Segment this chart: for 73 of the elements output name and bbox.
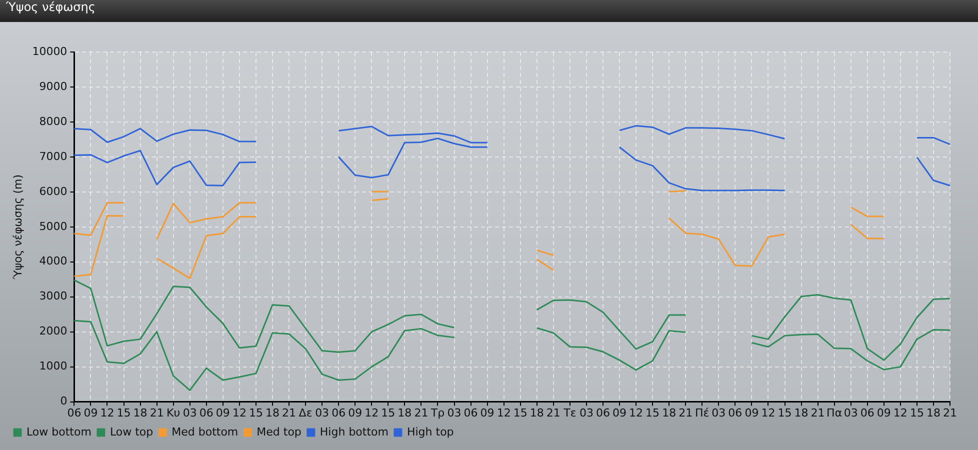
y-tick-label: 0 bbox=[60, 394, 68, 408]
x-tick-label: 15 bbox=[910, 406, 924, 420]
x-tick-label: 21 bbox=[943, 406, 957, 420]
x-tick-label: 18 bbox=[794, 406, 808, 420]
x-tick-label: 09 bbox=[876, 406, 891, 420]
x-tick-label: 21 bbox=[150, 406, 164, 420]
legend-label: Med top bbox=[256, 425, 302, 438]
x-tick-label: 18 bbox=[926, 406, 940, 420]
x-tick-label: 09 bbox=[744, 406, 759, 420]
x-tick-label: 18 bbox=[265, 406, 280, 420]
x-tick-label: 03 bbox=[447, 406, 462, 420]
x-tick-label: 09 bbox=[216, 406, 230, 420]
legend-label: High top bbox=[406, 425, 454, 438]
x-tick-label: 15 bbox=[778, 406, 792, 420]
x-tick-label: 18 bbox=[662, 406, 676, 420]
y-tick-label: 8000 bbox=[39, 114, 68, 128]
x-tick-label: 21 bbox=[678, 406, 693, 420]
x-tick-label: Τε bbox=[562, 406, 576, 420]
legend-label: High bottom bbox=[320, 425, 388, 438]
x-tick-label: 06 bbox=[728, 406, 742, 420]
x-tick-label: 21 bbox=[546, 406, 560, 420]
x-tick-label: 15 bbox=[116, 406, 131, 420]
y-axis-title: Ύψος νέφωσης (m) bbox=[11, 174, 24, 280]
y-tick-label: 6000 bbox=[39, 184, 68, 198]
y-tick-label: 10000 bbox=[32, 44, 68, 58]
x-tick-label: 15 bbox=[646, 406, 660, 420]
x-tick-label: 15 bbox=[513, 406, 528, 420]
x-tick-label: 03 bbox=[315, 406, 330, 420]
x-tick-label: 09 bbox=[348, 406, 362, 420]
x-tick-label: 06 bbox=[199, 406, 214, 420]
x-tick-label: 09 bbox=[480, 406, 494, 420]
x-tick-label: 18 bbox=[133, 406, 148, 420]
x-tick-label: 06 bbox=[67, 406, 82, 420]
y-tick-label: 1000 bbox=[39, 360, 68, 373]
x-tick-label: Δε bbox=[298, 406, 312, 420]
x-tick-label: 21 bbox=[414, 406, 428, 420]
x-tick-label: 12 bbox=[496, 406, 511, 420]
y-tick-label: 9000 bbox=[39, 80, 68, 93]
y-tick-label: 5000 bbox=[39, 220, 68, 233]
x-tick-label: 06 bbox=[860, 406, 874, 420]
x-tick-label: 06 bbox=[464, 406, 478, 420]
x-tick-label: 03 bbox=[182, 406, 197, 420]
x-tick-label: 03 bbox=[844, 406, 858, 420]
x-tick-label: Πέ bbox=[695, 406, 710, 420]
x-tick-label: 03 bbox=[712, 406, 726, 420]
x-tick-label: Πα bbox=[826, 406, 842, 420]
x-tick-label: 06 bbox=[596, 406, 610, 420]
x-tick-label: 15 bbox=[248, 406, 263, 420]
x-tick-label: Τρ bbox=[430, 406, 445, 420]
x-tick-label: 15 bbox=[381, 406, 396, 420]
x-tick-label: Κυ bbox=[166, 406, 180, 420]
legend-label: Low top bbox=[110, 425, 154, 438]
x-tick-label: 21 bbox=[282, 406, 296, 420]
x-tick-label: 09 bbox=[612, 406, 627, 420]
y-tick-label: 2000 bbox=[39, 324, 68, 338]
legend-label: Low bottom bbox=[26, 425, 92, 438]
x-tick-label: 12 bbox=[232, 406, 246, 420]
y-tick-label: 3000 bbox=[39, 290, 68, 303]
x-tick-label: 21 bbox=[810, 406, 825, 420]
legend-label: Med bottom bbox=[172, 425, 238, 438]
x-tick-label: 03 bbox=[579, 406, 594, 420]
x-tick-label: 12 bbox=[893, 406, 908, 420]
chart-title: Ύψος νέφωσης bbox=[0, 0, 978, 22]
x-tick-label: 12 bbox=[364, 406, 379, 420]
y-tick-label: 7000 bbox=[39, 150, 68, 163]
x-tick-label: 18 bbox=[530, 406, 544, 420]
x-tick-label: 18 bbox=[398, 406, 412, 420]
x-tick-label: 12 bbox=[100, 406, 114, 420]
x-tick-label: 12 bbox=[761, 406, 776, 420]
x-tick-label: 12 bbox=[629, 406, 644, 420]
x-tick-label: 06 bbox=[332, 406, 346, 420]
x-tick-label: 09 bbox=[84, 406, 98, 420]
y-tick-label: 4000 bbox=[39, 254, 68, 268]
